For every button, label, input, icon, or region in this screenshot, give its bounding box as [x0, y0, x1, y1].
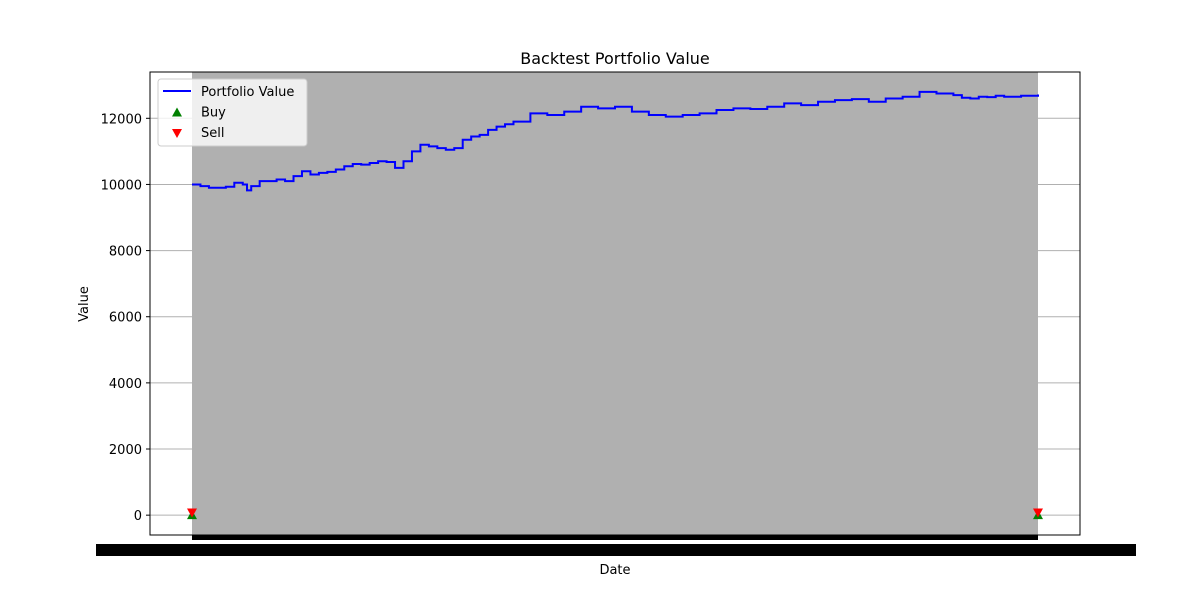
y-tick-label: 6000 [109, 311, 142, 326]
y-axis: 0 2000 4000 6000 8000 10000 12000 [101, 112, 150, 524]
y-tick-label: 8000 [109, 245, 142, 260]
background-fill-area [192, 72, 1038, 539]
sell-marker [187, 508, 197, 518]
legend-label: Portfolio Value [201, 85, 294, 100]
y-tick-label: 2000 [109, 443, 142, 458]
y-tick-label: 12000 [101, 112, 142, 127]
series-layer [187, 90, 1043, 520]
sell-marker [1033, 508, 1043, 518]
legend-label: Sell [201, 126, 224, 141]
plot-frame [149, 71, 1081, 536]
y-tick-label: 10000 [101, 178, 142, 193]
y-tick-label: 4000 [109, 377, 142, 392]
legend-marker [172, 129, 182, 138]
legend-box [157, 78, 308, 147]
y-tick-label: 0 [134, 509, 142, 524]
x-axis-label: Date [599, 563, 630, 578]
x-axis-dense-band [192, 535, 1038, 540]
legend-label: Buy [201, 106, 226, 121]
y-axis-label: Value [77, 286, 92, 322]
chart-title: Backtest Portfolio Value [520, 49, 710, 68]
legend: Portfolio Value Buy Sell [157, 78, 308, 147]
portfolio-value-line [192, 90, 1039, 192]
legend-marker [172, 107, 182, 117]
x-axis-tick-labels [96, 544, 1136, 556]
